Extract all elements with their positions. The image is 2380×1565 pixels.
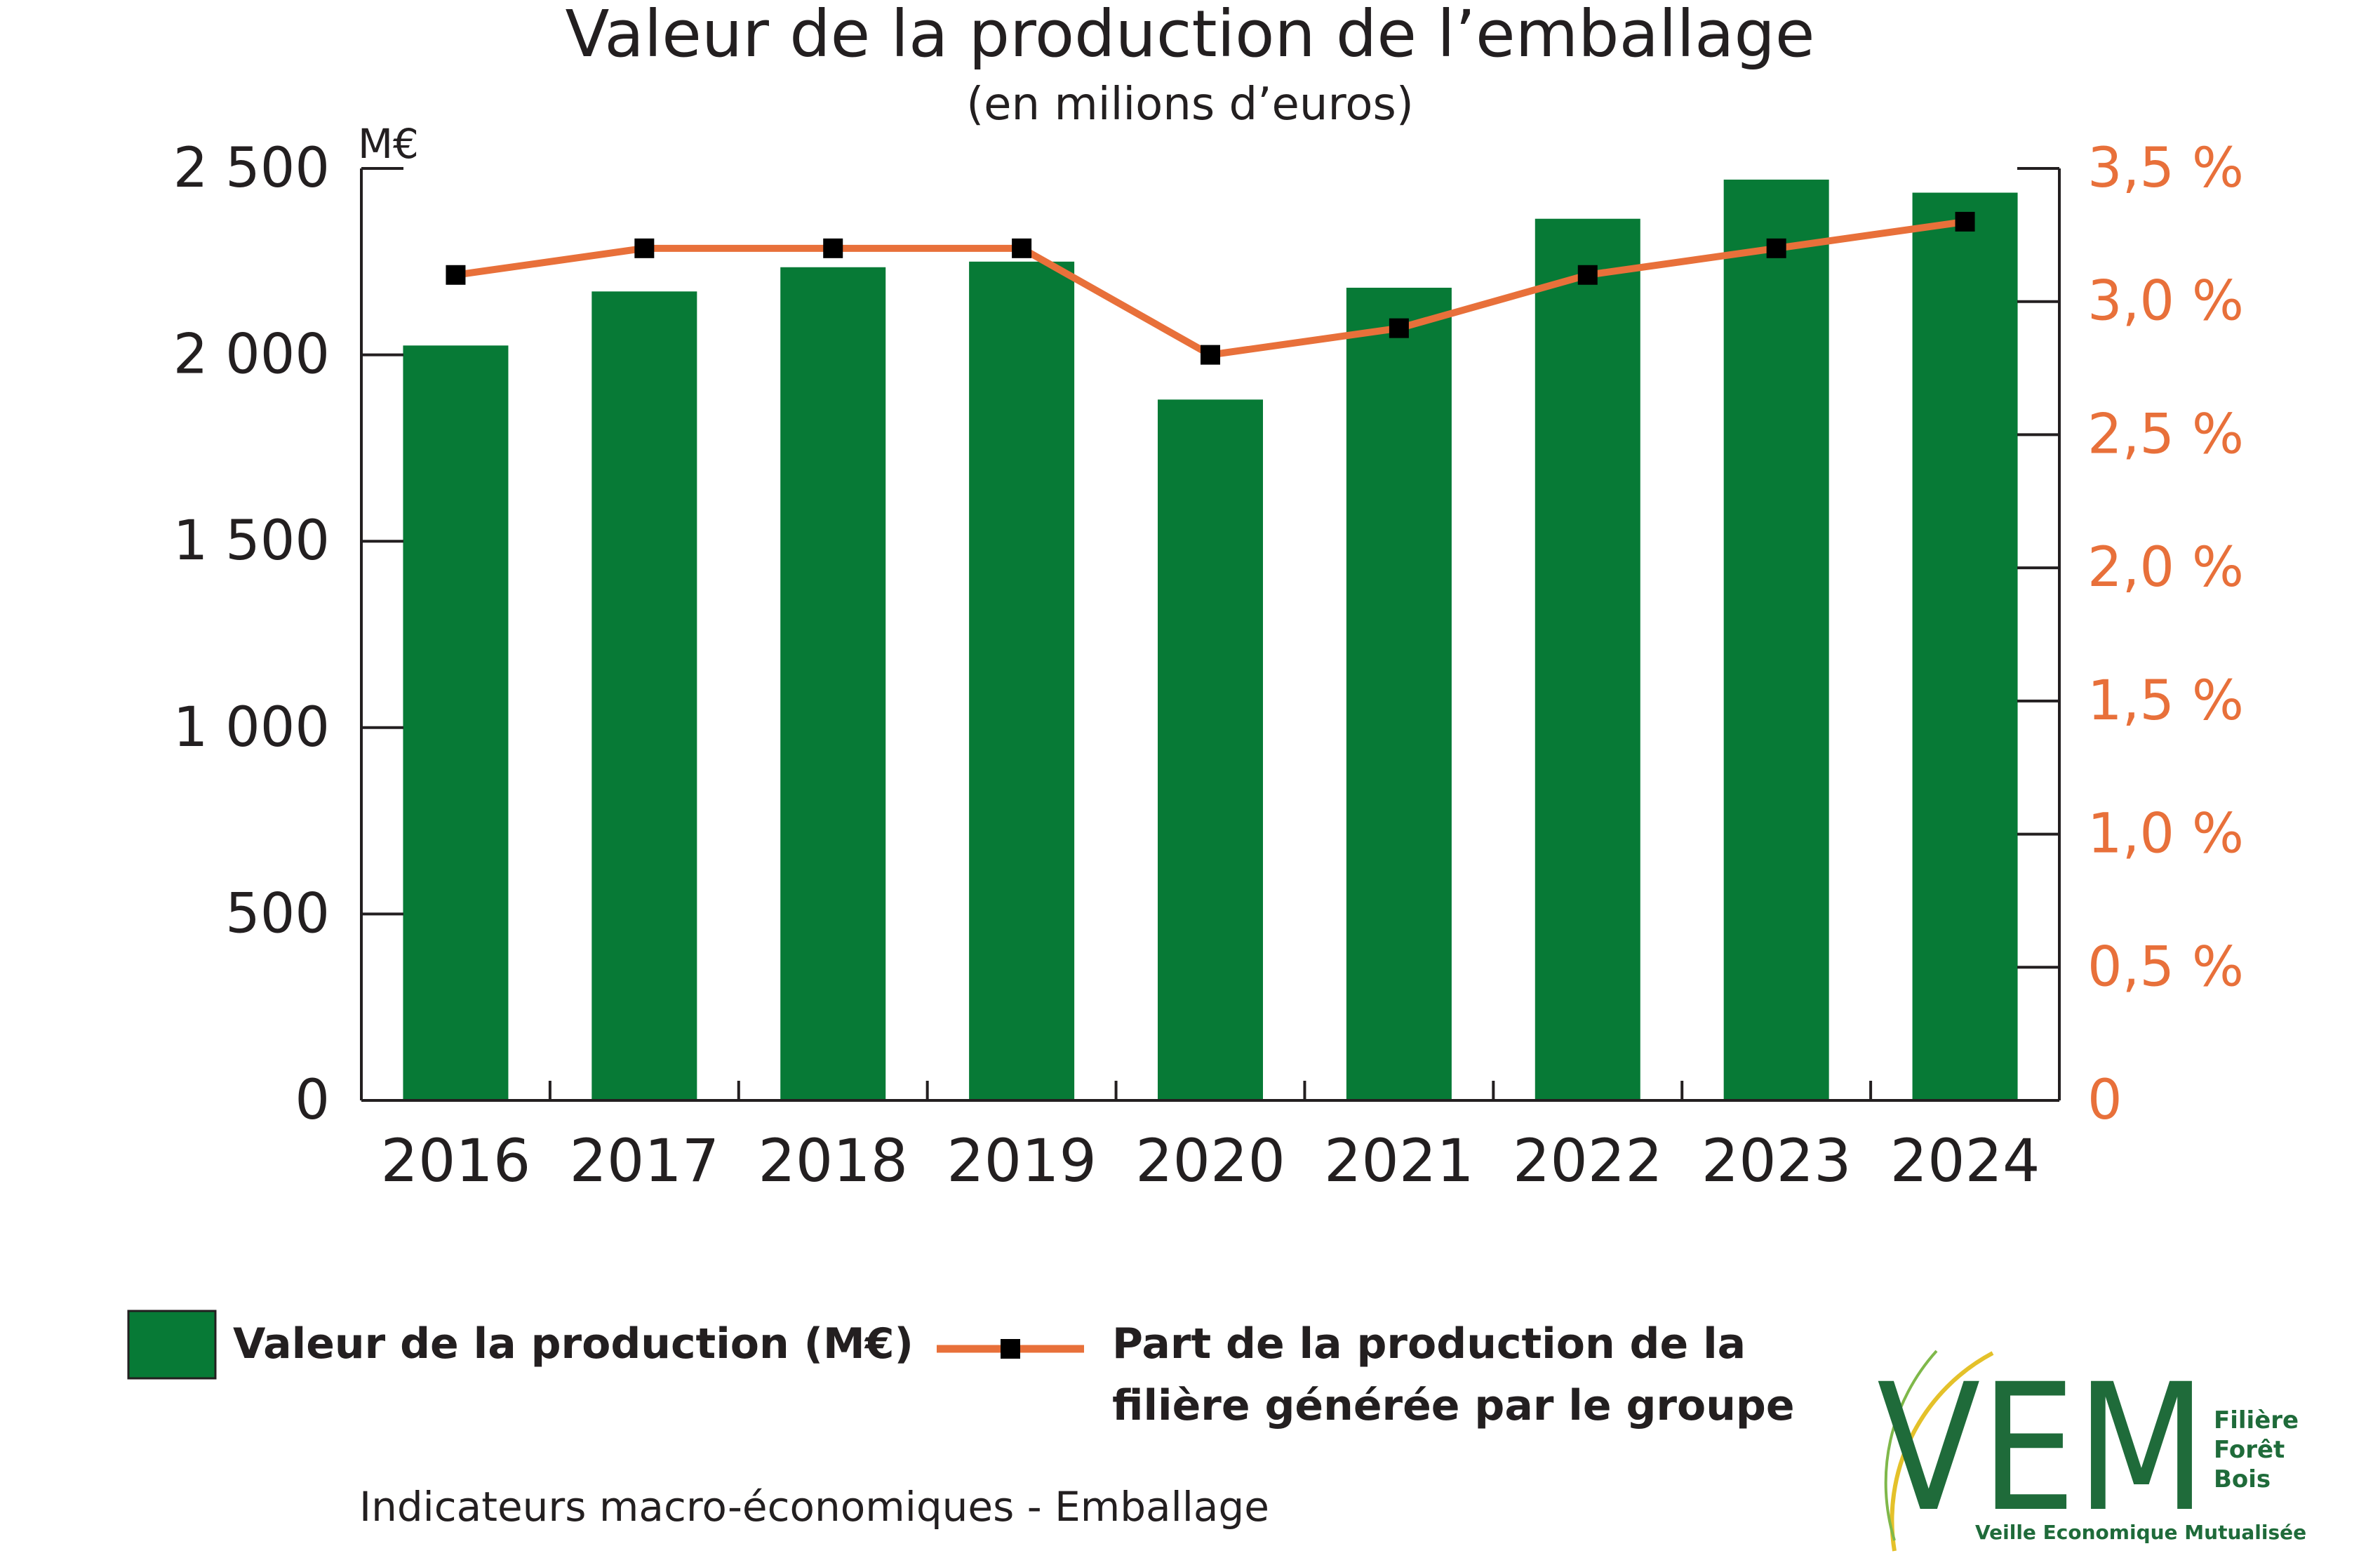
line-point-2019 [1012, 238, 1032, 258]
chart-title: Valeur de la production de l’emballage [566, 0, 1815, 72]
x-tick-label: 2024 [1890, 1126, 2040, 1195]
legend-line-marker [1001, 1339, 1020, 1359]
line-point-2022 [1577, 265, 1598, 285]
bar-2017 [591, 291, 697, 1100]
logo-line-3: Bois [2214, 1465, 2271, 1493]
right-tick-label: 2,0 % [2087, 536, 2244, 599]
x-tick-label: 2023 [1702, 1126, 1852, 1195]
x-tick-label: 2019 [947, 1126, 1097, 1195]
right-tick-label: 3,5 % [2087, 137, 2244, 200]
x-tick-label: 2017 [569, 1126, 719, 1195]
logo-tagline: Veille Economique Mutualisée [1975, 1521, 2306, 1544]
legend-bar-swatch [127, 1310, 217, 1380]
vem-logo: VEM Filière Forêt Bois Veille Economique… [1877, 1346, 2306, 1552]
left-tick-label: 500 [225, 882, 330, 945]
chart-subtitle: (en milions d’euros) [966, 79, 1414, 131]
left-tick-label: 2 000 [173, 324, 330, 387]
legend-bar-label: Valeur de la production (M€) [233, 1319, 914, 1368]
bar-2023 [1723, 179, 1829, 1100]
left-tick-label: 1 500 [173, 510, 330, 573]
bar-2021 [1346, 287, 1452, 1100]
right-tick-label: 0,5 % [2087, 935, 2244, 999]
right-axis: 0 0,5 % 1,0 % 1,5 % 2,0 % 2,5 % 3,0 % 3,5 % [2017, 137, 2244, 1132]
right-tick-label: 2,5 % [2087, 403, 2244, 466]
x-axis: 2016 2017 2018 2019 2020 2021 2022 2023 2024 [361, 1081, 2059, 1195]
line-point-2017 [634, 238, 655, 258]
bars-group [403, 179, 2018, 1100]
line-point-2020 [1201, 345, 1220, 365]
x-tick-label: 2022 [1513, 1126, 1663, 1195]
bar-2022 [1535, 218, 1640, 1100]
bar-2019 [969, 261, 1075, 1100]
x-tick-label: 2016 [381, 1126, 531, 1195]
right-tick-label: 0 [2087, 1069, 2122, 1132]
logo-letters: VEM [1877, 1346, 2207, 1550]
left-tick-label: 0 [295, 1069, 330, 1132]
x-tick-label: 2021 [1324, 1126, 1474, 1195]
bar-2016 [403, 345, 509, 1100]
right-tick-label: 3,0 % [2087, 270, 2244, 333]
right-tick-label: 1,5 % [2087, 670, 2244, 733]
footer-text: Indicateurs macro-économiques - Emballag… [359, 1483, 1269, 1531]
left-axis: 0 500 1 000 1 500 2 000 2 500 [173, 137, 403, 1132]
line-series-group [446, 211, 1975, 365]
line-point-2024 [1955, 211, 1975, 232]
line-point-2018 [823, 238, 843, 258]
legend-line-label-2: filière générée par le groupe [1112, 1381, 1795, 1430]
line-point-2016 [446, 265, 466, 285]
bar-2020 [1158, 399, 1263, 1100]
right-tick-label: 1,0 % [2087, 803, 2244, 866]
legend-line-label-1: Part de la production de la [1112, 1319, 1746, 1368]
bar-2024 [1912, 192, 2018, 1100]
x-tick-label: 2018 [758, 1126, 908, 1195]
legend: Valeur de la production (M€) Part de la … [127, 1310, 1795, 1430]
logo-line-2: Forêt [2214, 1436, 2285, 1464]
logo-line-1: Filière [2214, 1406, 2299, 1434]
line-point-2023 [1766, 238, 1786, 258]
left-tick-label: 1 000 [173, 696, 330, 759]
line-point-2021 [1389, 318, 1409, 338]
x-tick-label: 2020 [1135, 1126, 1285, 1195]
y-axis-unit: M€ [358, 120, 419, 168]
left-tick-label: 2 500 [173, 137, 330, 200]
bar-2018 [780, 267, 886, 1100]
